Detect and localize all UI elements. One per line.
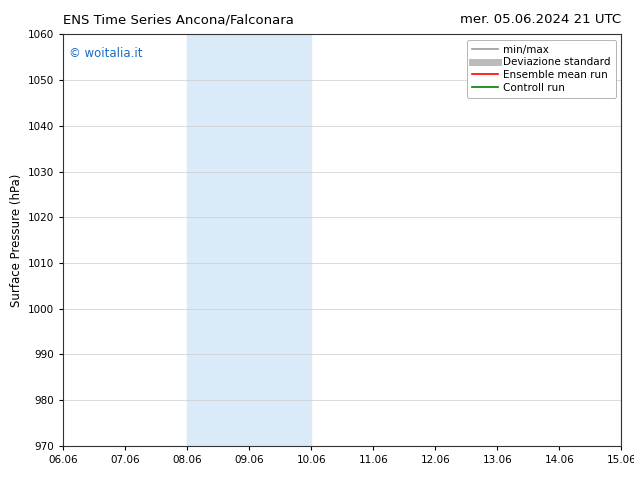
Text: © woitalia.it: © woitalia.it	[69, 47, 143, 60]
Legend: min/max, Deviazione standard, Ensemble mean run, Controll run: min/max, Deviazione standard, Ensemble m…	[467, 40, 616, 98]
Bar	[621, 34, 634, 446]
Text: ENS Time Series Ancona/Falconara: ENS Time Series Ancona/Falconara	[63, 13, 294, 26]
Text: mer. 05.06.2024 21 UTC: mer. 05.06.2024 21 UTC	[460, 13, 621, 26]
Y-axis label: Surface Pressure (hPa): Surface Pressure (hPa)	[10, 173, 23, 307]
Bar	[188, 34, 311, 446]
